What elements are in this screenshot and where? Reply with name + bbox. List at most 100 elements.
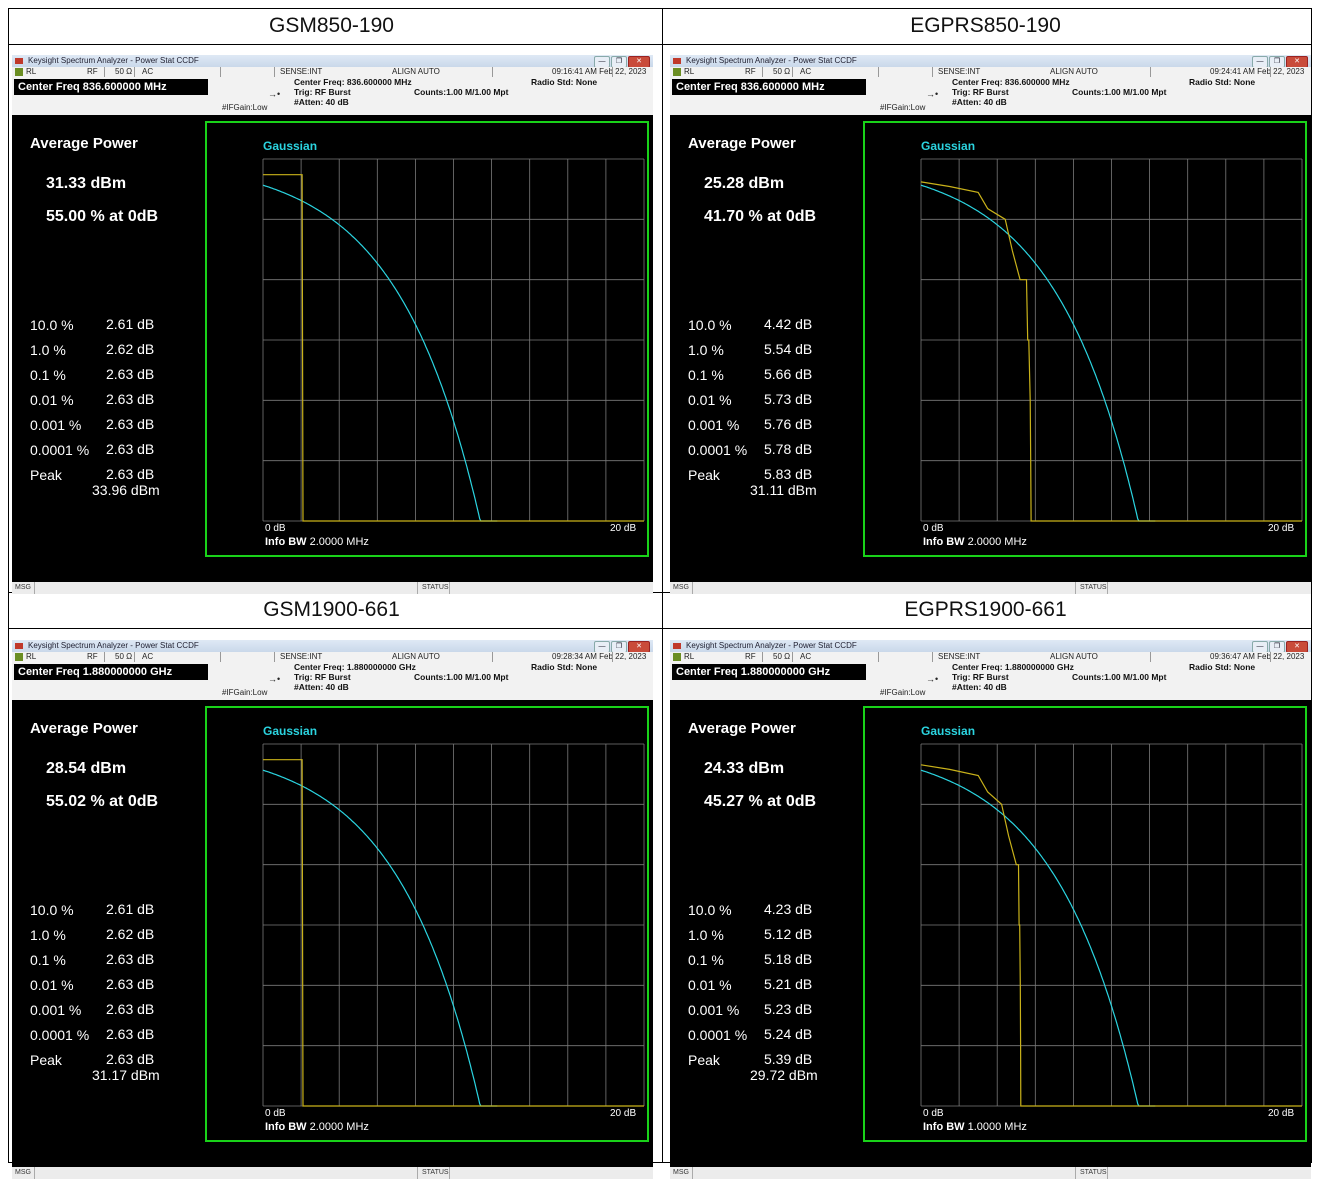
prob-level-value: 2.63 dB xyxy=(106,951,155,967)
status-separator xyxy=(274,652,275,662)
status-label[interactable]: STATUS xyxy=(1080,1169,1107,1176)
bar-separator xyxy=(692,582,693,594)
prob-level-label: 1.0 % xyxy=(30,342,66,358)
timestamp: 09:28:34 AM Feb 22, 2023 xyxy=(552,652,647,661)
center-freq-display[interactable]: Center Freq 836.600000 MHz xyxy=(14,79,208,95)
info-bw-label: Info BW xyxy=(265,536,307,548)
prob-level-label: 1.0 % xyxy=(688,927,724,943)
center-freq-display[interactable]: Center Freq 836.600000 MHz xyxy=(672,79,866,95)
radio-std-label: Radio Std: None xyxy=(531,662,598,672)
status-separator xyxy=(492,67,493,77)
window-titlebar: Keysight Spectrum Analyzer - Power Stat … xyxy=(670,640,1311,653)
peak-db-value: 5.83 dB xyxy=(764,466,813,482)
prob-level-label: 10.0 % xyxy=(30,317,74,333)
center-freq-display[interactable]: Center Freq 1.880000000 GHz xyxy=(672,664,866,680)
ccdf-chart-svg xyxy=(920,158,1303,522)
coupling-label: AC xyxy=(800,652,812,661)
sense-label: SENSE:INT xyxy=(280,67,323,76)
msg-label: MSG xyxy=(673,584,689,591)
sense-label: SENSE:INT xyxy=(938,67,981,76)
info-bw-display: Info BW 2.0000 MHz xyxy=(265,1121,369,1133)
prob-level-value: 4.23 dB xyxy=(764,901,813,917)
status-label[interactable]: STATUS xyxy=(422,1169,449,1176)
prob-level-label: 1.0 % xyxy=(688,342,724,358)
pct-at-0db-value: 55.00 % at 0dB xyxy=(46,208,159,225)
rf-label: RF xyxy=(745,652,756,661)
prob-level-label: 10.0 % xyxy=(688,317,732,333)
window-title: Keysight Spectrum Analyzer - Power Stat … xyxy=(28,641,199,650)
status-separator xyxy=(762,67,763,77)
prob-level-value: 5.21 dB xyxy=(764,976,813,992)
rl-label: RL xyxy=(26,67,37,76)
status-separator xyxy=(220,67,221,77)
info-bw-label: Info BW xyxy=(923,1121,965,1133)
peak-db-value: 2.63 dB xyxy=(106,466,155,482)
prob-level-value: 2.63 dB xyxy=(106,416,155,432)
prob-level-label: 0.001 % xyxy=(688,1002,740,1018)
table-border-bottom xyxy=(8,1162,1312,1163)
prob-level-label: 0.0001 % xyxy=(30,442,90,458)
status-separator xyxy=(104,652,105,662)
bar-separator xyxy=(417,1167,418,1179)
trigger-label: Trig: RF Burst xyxy=(952,87,1009,97)
table-border-left xyxy=(8,8,9,1163)
x-start-label: 0 dB xyxy=(923,523,944,534)
center-freq-display[interactable]: Center Freq 1.880000000 GHz xyxy=(14,664,208,680)
app-icon xyxy=(15,58,23,64)
atten-label: #Atten: 40 dB xyxy=(952,97,1007,107)
timestamp: 09:16:41 AM Feb 22, 2023 xyxy=(552,67,647,76)
avg-power-value: 31.33 dBm xyxy=(46,175,127,192)
bar-separator xyxy=(449,582,450,594)
info-bw-value: 2.0000 MHz xyxy=(309,1121,369,1133)
status-separator xyxy=(612,67,613,77)
avg-power-value: 25.28 dBm xyxy=(704,175,785,192)
ifgain-label: #IFGain:Low xyxy=(880,103,926,112)
prob-level-value: 5.76 dB xyxy=(764,416,813,432)
prob-level-label: 0.001 % xyxy=(30,417,82,433)
gaussian-trace xyxy=(920,184,1156,522)
impedance-label: 50 Ω xyxy=(773,652,791,661)
minimize-icon[interactable]: — xyxy=(1252,56,1268,68)
panel-title: EGPRS850-190 xyxy=(910,14,1061,37)
gaussian-label: Gaussian xyxy=(921,139,976,153)
message-status-bar: MSG STATUS xyxy=(670,582,1311,594)
lxi-icon xyxy=(673,653,681,661)
instrument-status-bar: RL RF 50 Ω AC SENSE:INT ALIGN AUTO 09:16:41 AM… xyxy=(12,67,653,115)
panel-title: EGPRS1900-661 xyxy=(904,598,1067,621)
status-separator xyxy=(932,67,933,77)
message-status-bar: MSG STATUS xyxy=(12,1167,653,1179)
impedance-label: 50 Ω xyxy=(773,67,791,76)
status-label[interactable]: STATUS xyxy=(1080,584,1107,591)
prob-level-value: 2.63 dB xyxy=(106,441,155,457)
info-bw-display: Info BW 1.0000 MHz xyxy=(923,1121,1027,1133)
pct-at-0db-value: 41.70 % at 0dB xyxy=(704,208,817,225)
status-label[interactable]: STATUS xyxy=(422,584,449,591)
avg-power-label: Average Power xyxy=(30,720,138,737)
counts-label: Counts:1.00 M/1.00 Mpt xyxy=(1072,672,1167,682)
prob-level-label: 0.1 % xyxy=(688,952,724,968)
measurement-results-panel: Average Power 28.54 dBm 55.02 % at 0dB 10.0… xyxy=(14,704,202,1174)
x-end-label: 20 dB xyxy=(610,1108,637,1119)
x-end-label: 20 dB xyxy=(1268,523,1295,534)
table-border-top xyxy=(8,8,1312,9)
measurement-results-panel: Average Power 25.28 dBm 41.70 % at 0dB 10.0… xyxy=(672,119,860,589)
bar-separator xyxy=(34,1167,35,1179)
rl-label: RL xyxy=(26,652,37,661)
bar-separator xyxy=(1107,1167,1108,1179)
timestamp: 09:36:47 AM Feb 22, 2023 xyxy=(1210,652,1305,661)
ccdf-plot: Gaussian 0 dB 20 dB Info BW 2.0000 MHz xyxy=(863,121,1307,557)
prob-level-value: 2.63 dB xyxy=(106,391,155,407)
radio-std-label: Radio Std: None xyxy=(1189,662,1256,672)
rf-label: RF xyxy=(745,67,756,76)
window-titlebar: Keysight Spectrum Analyzer - Power Stat … xyxy=(670,55,1311,68)
pct-at-0db-value: 45.27 % at 0dB xyxy=(704,793,817,810)
close-icon[interactable]: ✕ xyxy=(1286,56,1308,68)
ccdf-chart-svg xyxy=(262,158,645,522)
info-bw-label: Info BW xyxy=(923,536,965,548)
peak-dbm-value: 29.72 dBm xyxy=(750,1067,818,1083)
prob-level-value: 5.18 dB xyxy=(764,951,813,967)
gaussian-label: Gaussian xyxy=(263,724,318,738)
trigger-arrow-icon: →• xyxy=(926,674,939,684)
prob-level-label: 0.1 % xyxy=(30,367,66,383)
rl-label: RL xyxy=(684,67,695,76)
